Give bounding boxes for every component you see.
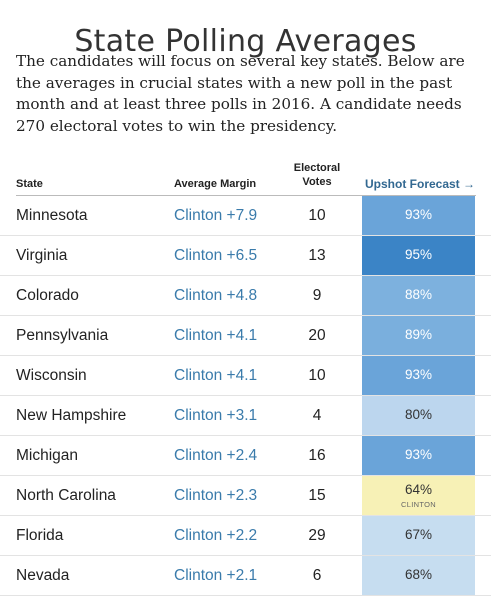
forecast-cell: 64% CLINTON xyxy=(362,476,475,515)
forecast-percent: 80% xyxy=(404,407,433,422)
electoral-votes: 9 xyxy=(312,287,322,304)
table-row: Nevada Clinton +2.1 6 68% xyxy=(0,556,491,596)
state-name: Florida xyxy=(16,527,64,544)
average-margin: Clinton +4.8 xyxy=(174,287,258,304)
average-margin: Clinton +6.5 xyxy=(174,247,258,264)
forecast-percent: 88% xyxy=(404,287,433,302)
average-margin: Clinton +7.9 xyxy=(174,207,258,224)
polling-table-body: Minnesota Clinton +7.9 10 93% Virginia Clinto… xyxy=(0,196,491,596)
table-row: Virginia Clinton +6.5 13 95% xyxy=(0,236,491,276)
column-header-average-margin: Average Margin xyxy=(174,178,257,190)
electoral-votes: 20 xyxy=(308,327,326,344)
table-row: Michigan Clinton +2.4 16 93% xyxy=(0,436,491,476)
average-margin: Clinton +2.4 xyxy=(174,447,258,464)
column-header-electoral-votes: Electoral Votes xyxy=(276,161,358,189)
forecast-percent: 64% xyxy=(404,482,433,497)
average-margin: Clinton +3.1 xyxy=(174,407,258,424)
table-row: Pennsylvania Clinton +4.1 20 89% xyxy=(0,316,491,356)
forecast-candidate-label: CLINTON xyxy=(401,500,436,509)
forecast-cell: 93% xyxy=(362,436,475,475)
table-row: Minnesota Clinton +7.9 10 93% xyxy=(0,196,491,236)
forecast-percent: 93% xyxy=(404,207,433,222)
forecast-cell: 88% xyxy=(362,276,475,315)
table-row: North Carolina Clinton +2.3 15 64% CLINTON xyxy=(0,476,491,516)
average-margin: Clinton +4.1 xyxy=(174,367,258,384)
state-name: Nevada xyxy=(16,567,70,584)
table-row: Wisconsin Clinton +4.1 10 93% xyxy=(0,356,491,396)
state-name: Minnesota xyxy=(16,207,88,224)
table-row: Florida Clinton +2.2 29 67% xyxy=(0,516,491,556)
electoral-votes: 10 xyxy=(308,367,326,384)
column-header-electoral-votes-line2: Votes xyxy=(302,176,332,188)
forecast-cell: 93% xyxy=(362,356,475,395)
forecast-cell: 67% xyxy=(362,516,475,555)
forecast-cell: 93% xyxy=(362,196,475,235)
forecast-percent: 89% xyxy=(404,327,433,342)
average-margin: Clinton +4.1 xyxy=(174,327,258,344)
state-name: Michigan xyxy=(16,447,79,464)
forecast-cell: 95% xyxy=(362,236,475,275)
state-name: New Hampshire xyxy=(16,407,127,424)
state-name: Wisconsin xyxy=(16,367,87,384)
forecast-percent: 95% xyxy=(404,247,433,262)
electoral-votes: 4 xyxy=(312,407,322,424)
forecast-cell: 89% xyxy=(362,316,475,355)
electoral-votes: 29 xyxy=(308,527,326,544)
forecast-percent: 67% xyxy=(404,527,433,542)
average-margin: Clinton +2.1 xyxy=(174,567,258,584)
table-row: Colorado Clinton +4.8 9 88% xyxy=(0,276,491,316)
electoral-votes: 6 xyxy=(312,567,322,584)
intro-paragraph: The candidates will focus on several key… xyxy=(16,52,465,135)
forecast-percent: 93% xyxy=(404,367,433,382)
header-divider xyxy=(16,195,476,196)
electoral-votes: 16 xyxy=(308,447,326,464)
column-header-electoral-votes-line1: Electoral xyxy=(293,162,341,174)
forecast-percent: 93% xyxy=(404,447,433,462)
column-header-state: State xyxy=(16,178,43,190)
state-name: Pennsylvania xyxy=(16,327,109,344)
average-margin: Clinton +2.2 xyxy=(174,527,258,544)
electoral-votes: 10 xyxy=(308,207,326,224)
forecast-cell: 80% xyxy=(362,396,475,435)
electoral-votes: 13 xyxy=(308,247,326,264)
state-name: North Carolina xyxy=(16,487,116,504)
forecast-percent: 68% xyxy=(404,567,433,582)
table-row: New Hampshire Clinton +3.1 4 80% xyxy=(0,396,491,436)
state-name: Virginia xyxy=(16,247,68,264)
upshot-forecast-link[interactable]: Upshot Forecast → xyxy=(365,177,476,191)
average-margin: Clinton +2.3 xyxy=(174,487,258,504)
forecast-cell: 68% xyxy=(362,556,475,595)
state-name: Colorado xyxy=(16,287,79,304)
page-title: State Polling Averages xyxy=(74,24,417,60)
electoral-votes: 15 xyxy=(308,487,326,504)
